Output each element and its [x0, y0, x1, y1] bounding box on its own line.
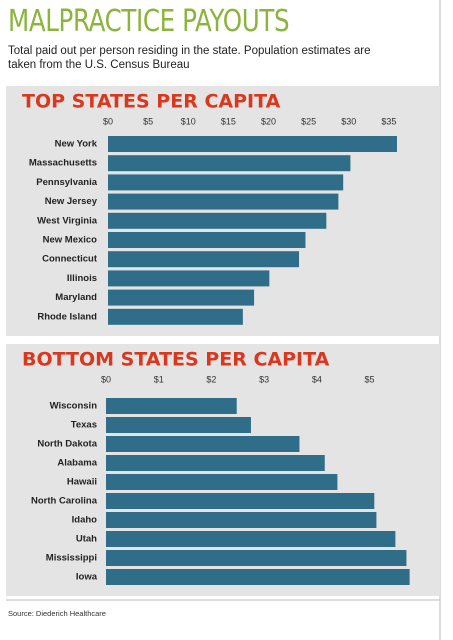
category-label: Iowa: [76, 572, 98, 583]
x-tick-label: $25: [301, 116, 316, 126]
x-tick-label: $0: [103, 116, 113, 126]
category-label: Pennsylvania: [36, 177, 97, 188]
category-label: Mississippi: [46, 553, 97, 564]
source: Source: Diederich Healthcare: [8, 609, 106, 618]
x-tick-label: $0: [101, 374, 111, 384]
x-tick-label: $4: [312, 374, 322, 384]
category-label: New York: [55, 139, 98, 150]
category-label: New Mexico: [43, 235, 98, 246]
category-label: Alabama: [57, 458, 97, 469]
x-tick-label: $35: [381, 116, 396, 126]
title: MALPRACTICE PAYOUTS: [8, 4, 290, 39]
bar: [108, 308, 243, 325]
x-tick-label: $3: [259, 374, 269, 384]
bar: [106, 512, 377, 528]
bar: [108, 193, 339, 210]
chart-title: TOP STATES PER CAPITA: [22, 91, 281, 113]
category-label: Hawaii: [67, 477, 97, 488]
category-label: New Jersey: [45, 196, 98, 207]
category-label: Rhode Island: [37, 311, 97, 322]
x-tick-label: $30: [341, 116, 356, 126]
x-tick-label: $1: [154, 374, 164, 384]
bar: [106, 436, 300, 452]
category-label: Texas: [71, 420, 97, 431]
category-label: Illinois: [67, 273, 97, 284]
bar: [108, 232, 306, 248]
category-label: Idaho: [72, 515, 98, 526]
bar: [106, 398, 237, 414]
category-label: Massachusetts: [29, 158, 97, 169]
bar: [106, 417, 251, 433]
chart-title: BOTTOM STATES PER CAPITA: [22, 349, 330, 371]
category-label: North Dakota: [37, 439, 97, 450]
bar: [108, 251, 300, 268]
x-tick-label: $15: [221, 116, 236, 126]
bar: [108, 270, 270, 287]
bar: [108, 289, 255, 306]
bar: [108, 136, 397, 152]
x-tick-label: $2: [206, 374, 216, 384]
category-label: Wisconsin: [50, 401, 98, 412]
bar: [106, 531, 396, 547]
bar: [106, 474, 338, 490]
x-tick-label: $10: [181, 116, 196, 126]
bar: [108, 212, 327, 229]
x-tick-label: $5: [365, 374, 375, 384]
bar: [108, 155, 351, 172]
bar: [106, 493, 375, 509]
bar: [106, 550, 407, 566]
category-label: Maryland: [55, 292, 97, 303]
category-label: North Carolina: [31, 496, 98, 507]
bar: [106, 455, 325, 471]
bar: [106, 569, 410, 585]
category-label: Utah: [76, 534, 97, 545]
x-tick-label: $20: [261, 116, 276, 126]
x-tick-label: $5: [143, 116, 153, 126]
bar: [108, 174, 344, 191]
category-label: West Virginia: [37, 215, 98, 226]
category-label: Connecticut: [42, 254, 98, 265]
subtitle: Total paid out per person residing in th…: [8, 45, 371, 71]
